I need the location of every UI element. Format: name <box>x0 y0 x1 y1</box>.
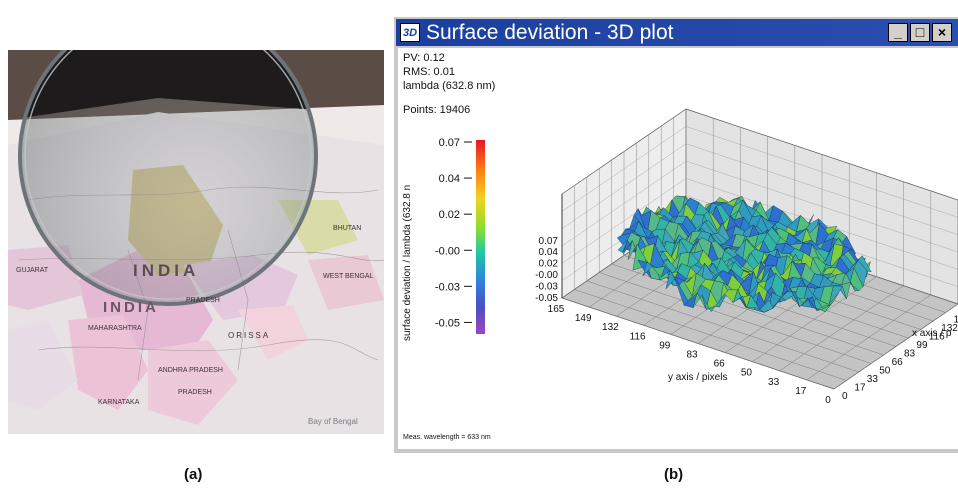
pv-value: PV: 0.12 <box>403 52 445 64</box>
surface-mesh <box>617 195 872 313</box>
z-tick-label: -0.03 <box>535 282 558 293</box>
colorbar-tick-label: 0.04 <box>439 173 460 185</box>
colorbar-gradient <box>476 140 485 334</box>
map-label-karnataka: KARNATAKA <box>98 399 140 406</box>
plot-3d-icon[interactable]: 3D <box>400 23 420 42</box>
y-tick-label: 66 <box>714 359 726 370</box>
surface-cell <box>799 296 813 308</box>
y-tick-label: 165 <box>548 304 565 315</box>
close-button[interactable]: × <box>932 23 952 42</box>
x-tick-label: 66 <box>892 357 904 368</box>
colorbar-tick-label: 0.02 <box>439 209 460 221</box>
map-label-orissa: ORISSA <box>228 331 270 340</box>
minimize-button[interactable]: _ <box>888 23 908 42</box>
surface-cell <box>759 299 774 313</box>
x-tick-label: 83 <box>904 349 916 360</box>
map-label-india-2: INDIA <box>103 299 159 316</box>
plot-client-area: PV: 0.12 RMS: 0.01 lambda (632.8 nm) Poi… <box>398 48 958 449</box>
surface-cell <box>816 305 831 311</box>
map-label-bay-of-bengal: Bay of Bengal <box>308 417 358 426</box>
lambda-value: lambda (632.8 nm) <box>403 80 496 92</box>
colorbar-tick-label: -0.00 <box>435 245 460 257</box>
y-tick-label: 99 <box>659 340 671 351</box>
surface-cell <box>746 294 761 310</box>
surface-cell <box>701 295 716 313</box>
map-label-pradesh-1: PRADESH <box>186 297 220 304</box>
caption-b: (b) <box>664 466 684 483</box>
z-tick-label: -0.00 <box>535 270 558 281</box>
y-tick-label: 50 <box>741 368 753 379</box>
y-tick-label: 17 <box>795 386 807 397</box>
x-tick-label: 50 <box>879 366 891 377</box>
surface-3d-plot: 0.070.040.02-0.00-0.03-0.051651491321169… <box>535 108 958 406</box>
map-label-pradesh-2: PRADESH <box>178 389 212 396</box>
y-axis-label: y axis / pixels <box>668 372 727 383</box>
x-tick-label: 0 <box>842 391 848 402</box>
map-photo-svg: INDIA INDIA GUJARAT PRADESH MAHARASHTRA … <box>8 50 384 434</box>
points-count: Points: 19406 <box>403 104 471 116</box>
maximize-button[interactable]: □ <box>910 23 930 42</box>
map-label-bhutan: BHUTAN <box>333 225 361 232</box>
colorbar-label: surface deviation / lambda (632.8 n <box>402 185 413 341</box>
map-label-india-1: INDIA <box>133 261 199 280</box>
window-title: Surface deviation - 3D plot <box>426 21 674 44</box>
surface-cell <box>785 288 800 308</box>
colorbar-tick-label: 0.07 <box>439 137 460 149</box>
map-label-gujarat: GUJARAT <box>16 267 49 274</box>
surface-cell <box>733 289 747 308</box>
x-tick-label: 17 <box>854 383 866 394</box>
y-tick-label: 33 <box>768 377 780 388</box>
x-tick-label: 116 <box>929 332 945 343</box>
caption-a: (a) <box>184 466 203 483</box>
x-axis-label: x axis / p <box>912 328 952 339</box>
surface-cell <box>772 291 787 309</box>
window-titlebar[interactable]: 3D Surface deviation - 3D plot _ □ × <box>396 19 958 46</box>
plot-axes: 0.070.040.02-0.00-0.03-0.051651491321169… <box>535 194 958 406</box>
measurement-wavelength: Meas. wavelength = 633 nm <box>403 434 491 441</box>
z-tick-label: 0.02 <box>539 259 559 270</box>
z-tick-label: -0.05 <box>535 293 558 304</box>
y-tick-label: 83 <box>686 350 698 361</box>
colorbar-tick-label: -0.03 <box>435 281 460 293</box>
surface-deviation-window: 3D Surface deviation - 3D plot _ □ × PV:… <box>394 17 958 453</box>
y-tick-label: 0 <box>825 395 831 406</box>
x-tick-label: 33 <box>867 374 879 385</box>
y-tick-label: 149 <box>575 313 592 324</box>
map-label-west-bengal: WEST BENGAL <box>323 273 374 280</box>
y-tick-label: 132 <box>602 322 619 333</box>
z-tick-label: 0.07 <box>539 236 559 247</box>
map-label-maharashtra: MAHARASHTRA <box>88 325 142 332</box>
rms-value: RMS: 0.01 <box>403 66 455 78</box>
colorbar-ticks: 0.07 0.04 0.02 -0.00 -0.03 -0.05 <box>435 137 472 329</box>
photo-lens-on-map: INDIA INDIA GUJARAT PRADESH MAHARASHTRA … <box>8 50 384 434</box>
y-tick-label: 116 <box>630 331 646 342</box>
colorbar: surface deviation / lambda (632.8 n 0.07… <box>402 137 485 341</box>
x-tick-label: 99 <box>916 340 928 351</box>
x-tick-label: 132 <box>941 323 958 334</box>
z-tick-label: 0.04 <box>539 247 559 258</box>
colorbar-tick-label: -0.05 <box>435 317 460 329</box>
x-tick-label: 149 <box>954 315 958 326</box>
map-label-andhra: ANDHRA PRADESH <box>158 367 223 374</box>
